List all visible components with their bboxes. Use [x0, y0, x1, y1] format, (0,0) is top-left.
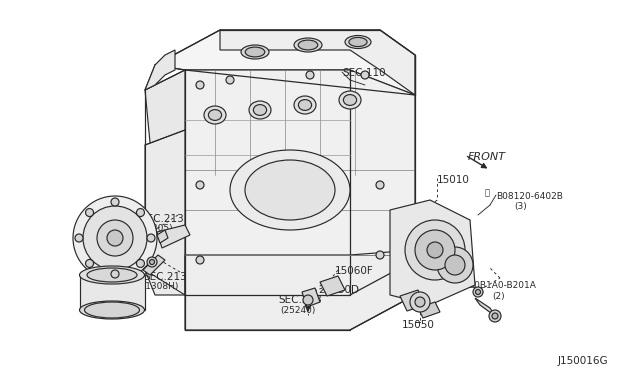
Circle shape	[86, 209, 93, 217]
Ellipse shape	[298, 100, 312, 110]
Ellipse shape	[345, 35, 371, 48]
Text: (25240): (25240)	[280, 306, 316, 315]
Ellipse shape	[241, 45, 269, 59]
Circle shape	[147, 234, 155, 242]
Circle shape	[437, 247, 473, 283]
Ellipse shape	[294, 38, 322, 52]
Ellipse shape	[349, 38, 367, 46]
Ellipse shape	[209, 110, 221, 121]
Circle shape	[489, 310, 501, 322]
Polygon shape	[302, 288, 320, 307]
Circle shape	[196, 181, 204, 189]
Circle shape	[427, 242, 443, 258]
Text: 15010: 15010	[437, 175, 470, 185]
Text: (21308H): (21308H)	[136, 282, 179, 291]
Text: (3): (3)	[514, 202, 527, 211]
Ellipse shape	[79, 301, 145, 319]
Text: Ⓑ: Ⓑ	[485, 189, 490, 198]
Text: B0B1A0-B201A: B0B1A0-B201A	[468, 281, 536, 290]
Circle shape	[147, 257, 157, 267]
Circle shape	[306, 71, 314, 79]
Circle shape	[445, 255, 465, 275]
Ellipse shape	[245, 47, 265, 57]
Ellipse shape	[84, 302, 140, 318]
Circle shape	[476, 289, 481, 295]
Polygon shape	[155, 30, 415, 95]
Circle shape	[376, 181, 384, 189]
Ellipse shape	[339, 91, 361, 109]
Polygon shape	[185, 70, 415, 295]
Ellipse shape	[204, 106, 226, 124]
Text: 15050: 15050	[402, 320, 435, 330]
Circle shape	[75, 234, 83, 242]
Circle shape	[405, 220, 465, 280]
Text: 22630D: 22630D	[318, 285, 359, 295]
Text: 15208: 15208	[97, 304, 130, 314]
Text: 15060F: 15060F	[335, 266, 374, 276]
Text: FRONT: FRONT	[468, 152, 506, 162]
Polygon shape	[475, 298, 495, 316]
Text: SEC.213: SEC.213	[143, 272, 187, 282]
Polygon shape	[418, 302, 440, 318]
Ellipse shape	[298, 40, 318, 50]
Ellipse shape	[294, 96, 316, 114]
Circle shape	[415, 297, 425, 307]
Text: SEC.253: SEC.253	[278, 295, 322, 305]
Polygon shape	[320, 276, 345, 296]
Circle shape	[73, 196, 157, 280]
Polygon shape	[145, 130, 185, 295]
Circle shape	[196, 81, 204, 89]
Text: SEC.110: SEC.110	[342, 68, 386, 78]
Circle shape	[150, 260, 154, 264]
Ellipse shape	[253, 105, 267, 115]
Text: (21305): (21305)	[137, 224, 173, 233]
Ellipse shape	[87, 268, 137, 282]
Circle shape	[83, 206, 147, 270]
Text: B08120-6402B: B08120-6402B	[496, 192, 563, 201]
Polygon shape	[390, 200, 475, 305]
Ellipse shape	[79, 266, 145, 284]
Ellipse shape	[245, 160, 335, 220]
Circle shape	[196, 256, 204, 264]
Circle shape	[111, 270, 119, 278]
Polygon shape	[157, 225, 190, 248]
Circle shape	[492, 313, 498, 319]
Text: SEC.213: SEC.213	[140, 214, 184, 224]
Circle shape	[97, 220, 133, 256]
Polygon shape	[145, 70, 185, 195]
Circle shape	[303, 295, 313, 305]
Ellipse shape	[249, 101, 271, 119]
Circle shape	[376, 251, 384, 259]
Circle shape	[226, 76, 234, 84]
Circle shape	[473, 287, 483, 297]
Ellipse shape	[344, 94, 356, 105]
Polygon shape	[157, 230, 168, 243]
Circle shape	[361, 71, 369, 79]
Polygon shape	[220, 30, 415, 95]
Circle shape	[107, 230, 123, 246]
Text: (2): (2)	[492, 292, 504, 301]
Circle shape	[136, 259, 145, 267]
Polygon shape	[185, 250, 415, 330]
Ellipse shape	[230, 150, 350, 230]
Circle shape	[111, 198, 119, 206]
Text: J150016G: J150016G	[558, 356, 609, 366]
Polygon shape	[400, 290, 425, 311]
Text: Ⓑ: Ⓑ	[457, 278, 462, 286]
Circle shape	[415, 230, 455, 270]
Circle shape	[136, 209, 145, 217]
Polygon shape	[80, 275, 145, 310]
Circle shape	[410, 292, 430, 312]
Polygon shape	[143, 255, 165, 275]
Polygon shape	[145, 50, 175, 90]
Circle shape	[86, 259, 93, 267]
